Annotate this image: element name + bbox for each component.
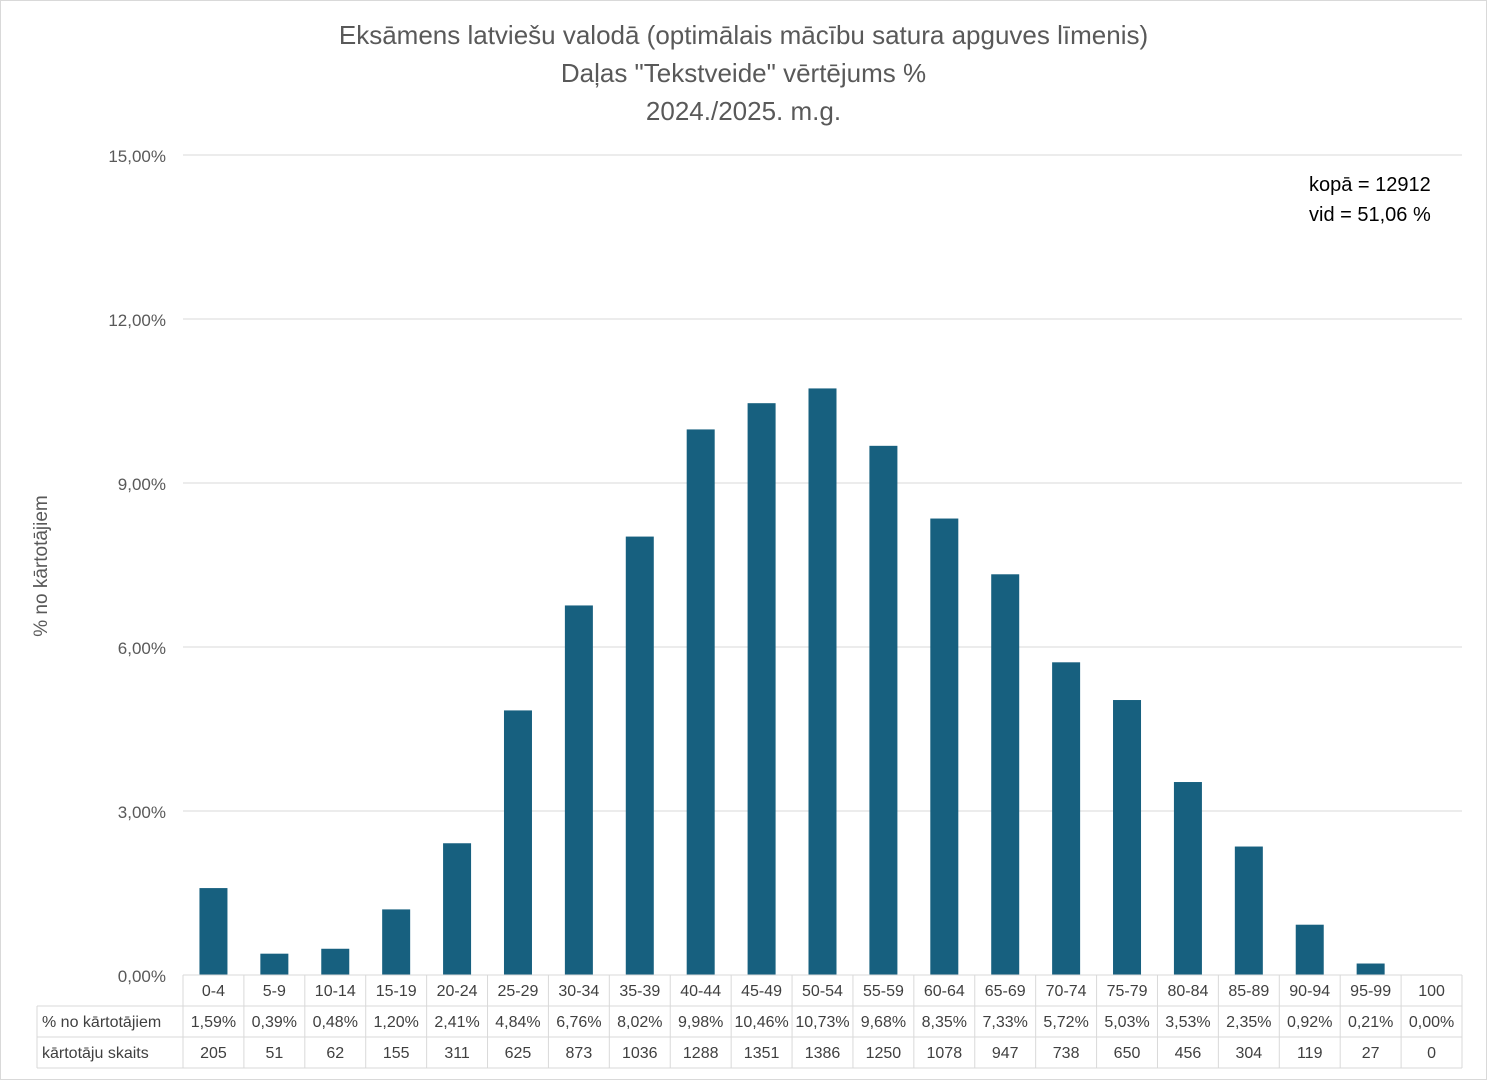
table-cell: 27 [1362, 1045, 1380, 1062]
bar [1052, 662, 1081, 975]
table-cell: 2,35% [1226, 1014, 1271, 1031]
table-cell: 155 [383, 1045, 410, 1062]
table-cell: 5,03% [1104, 1014, 1149, 1031]
y-tick-label: 6,00% [118, 639, 166, 658]
table-cell: 0,92% [1287, 1014, 1332, 1031]
total-annotation: kopā = 12912 [1309, 174, 1431, 196]
chart-title-line-1: Eksāmens latviešu valodā (optimālais māc… [338, 20, 1149, 50]
table-cell: 8,02% [617, 1014, 662, 1031]
table-cell: 3,53% [1165, 1014, 1210, 1031]
x-tick-label: 90-94 [1289, 983, 1330, 1000]
table-cell: 1288 [683, 1045, 719, 1062]
table-cell: 10,73% [795, 1014, 849, 1031]
x-tick-label: 45-49 [741, 983, 782, 1000]
x-tick-label: 50-54 [802, 983, 843, 1000]
x-tick-label: 10-14 [315, 983, 356, 1000]
bar [503, 710, 532, 975]
table-cell: 9,98% [678, 1014, 723, 1031]
mean-annotation: vid = 51,06 % [1309, 204, 1431, 226]
bar [1295, 924, 1324, 975]
bar [382, 909, 411, 975]
x-tick-label: 75-79 [1107, 983, 1148, 1000]
table-cell: 1351 [744, 1045, 780, 1062]
table-cell: 6,76% [556, 1014, 601, 1031]
bar [747, 403, 776, 976]
chart-title-line-2: Daļas "Tekstveide" vērtējums % [560, 58, 927, 88]
table-cell: 5,72% [1043, 1014, 1088, 1031]
x-tick-label: 25-29 [498, 983, 539, 1000]
table-cell: 7,33% [983, 1014, 1028, 1031]
x-tick-label: 95-99 [1350, 983, 1391, 1000]
table-cell: 873 [566, 1045, 593, 1062]
x-tick-label: 55-59 [863, 983, 904, 1000]
table-cell: 311 [444, 1045, 470, 1062]
x-tick-label: 5-9 [263, 983, 286, 1000]
table-cell: 4,84% [495, 1014, 540, 1031]
x-tick-label: 35-39 [619, 983, 660, 1000]
bar [808, 388, 837, 976]
table-cell: 0,39% [252, 1014, 297, 1031]
table-cell: 205 [200, 1045, 227, 1062]
table-cell: 51 [265, 1045, 283, 1062]
table-cell: 1250 [866, 1045, 902, 1062]
table-cell: 1,59% [191, 1014, 236, 1031]
table-cell: 1078 [927, 1045, 963, 1062]
bar [443, 843, 472, 975]
bar [1173, 782, 1202, 975]
y-tick-label: 9,00% [118, 475, 166, 494]
table-cell: 0,21% [1348, 1014, 1393, 1031]
table-cell: 1036 [622, 1045, 658, 1062]
x-tick-label: 65-69 [985, 983, 1026, 1000]
table-cell: 62 [326, 1045, 344, 1062]
table-row-label: kārtotāju skaits [42, 1045, 149, 1062]
table-cell: 1386 [805, 1045, 841, 1062]
bar [564, 605, 593, 975]
bar [260, 953, 289, 975]
table-cell: 1,20% [373, 1014, 418, 1031]
y-tick-label: 0,00% [118, 967, 166, 986]
y-tick-label: 12,00% [108, 311, 166, 330]
table-cell: 304 [1235, 1045, 1262, 1062]
x-tick-label: 70-74 [1046, 983, 1087, 1000]
chart-title-line-3: 2024./2025. m.g. [645, 96, 842, 126]
x-tick-label: 0-4 [202, 983, 225, 1000]
bar [1356, 963, 1385, 975]
table-cell: 738 [1053, 1045, 1080, 1062]
x-tick-label: 40-44 [680, 983, 721, 1000]
x-tick-label: 60-64 [924, 983, 965, 1000]
bar [991, 574, 1020, 975]
table-cell: 9,68% [861, 1014, 906, 1031]
table-cell: 2,41% [434, 1014, 479, 1031]
x-tick-label: 30-34 [558, 983, 599, 1000]
bar [1234, 846, 1263, 975]
bar [930, 518, 959, 975]
table-cell: 625 [505, 1045, 532, 1062]
table-cell: 456 [1175, 1045, 1202, 1062]
x-tick-label: 15-19 [376, 983, 417, 1000]
bar [321, 948, 350, 975]
y-tick-label: 3,00% [118, 803, 166, 822]
bar [1113, 700, 1142, 975]
bar [686, 429, 715, 976]
bar [869, 445, 898, 975]
table-cell: 0,00% [1409, 1014, 1454, 1031]
table-cell: 0 [1427, 1045, 1436, 1062]
x-tick-label: 85-89 [1228, 983, 1269, 1000]
table-cell: 119 [1297, 1045, 1323, 1062]
table-row-label: % no kārtotājiem [42, 1014, 161, 1031]
table-cell: 947 [992, 1045, 1019, 1062]
table-cell: 10,46% [734, 1014, 788, 1031]
bar [625, 536, 654, 975]
x-tick-label: 20-24 [437, 983, 478, 1000]
y-tick-label: 15,00% [108, 147, 166, 166]
table-cell: 0,48% [313, 1014, 358, 1031]
x-tick-label: 100 [1418, 983, 1445, 1000]
table-cell: 8,35% [922, 1014, 967, 1031]
x-tick-label: 80-84 [1167, 983, 1208, 1000]
table-cell: 650 [1114, 1045, 1141, 1062]
bar [199, 888, 228, 975]
